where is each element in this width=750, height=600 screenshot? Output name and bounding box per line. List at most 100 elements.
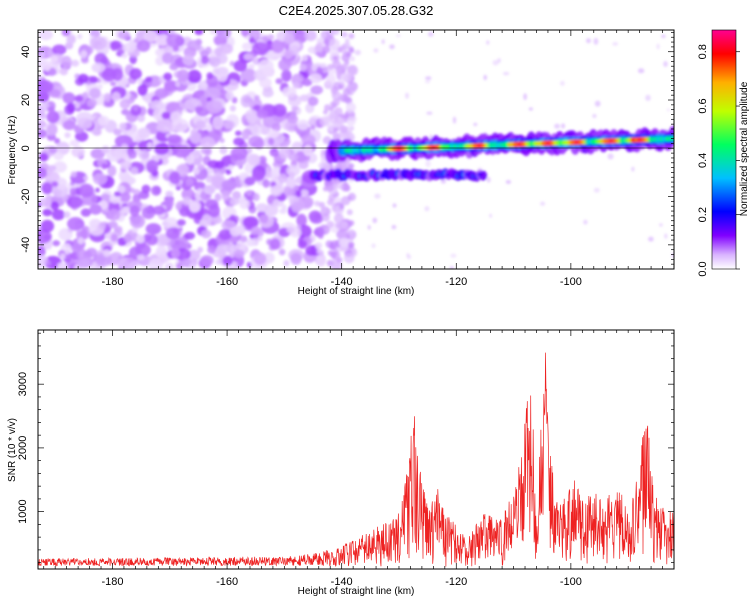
heatmap-cell <box>55 177 68 190</box>
heatmap-cell <box>153 233 170 247</box>
heatmap-cell <box>346 52 352 58</box>
heatmap-cell <box>287 94 302 107</box>
heatmap-cell <box>426 111 433 115</box>
heatmap-cell <box>327 64 334 71</box>
heatmap-cell <box>316 255 326 267</box>
heatmap-cell <box>318 201 325 209</box>
heatmap-cell <box>154 155 160 163</box>
heatmap-cell <box>283 49 293 59</box>
heatmap-peak-core <box>430 145 437 149</box>
heatmap-cell <box>228 164 234 171</box>
heatmap-cell <box>147 142 153 149</box>
heatmap-cell <box>150 185 162 196</box>
heatmap-cell <box>309 213 324 224</box>
heatmap-cell <box>119 122 127 130</box>
heatmap-cell <box>271 122 281 132</box>
heatmap-cell <box>256 109 269 119</box>
heatmap-cells <box>38 30 674 269</box>
heatmap-cell <box>333 55 337 60</box>
heatmap-cell <box>389 44 395 50</box>
heatmap-cell <box>162 52 174 64</box>
colorbar-ticks <box>736 51 740 270</box>
heatmap-cell <box>342 88 351 96</box>
heatmap-cell <box>177 69 190 82</box>
heatmap-cell <box>222 256 233 266</box>
heatmap-cell <box>248 30 261 40</box>
heatmap-cell <box>593 187 600 193</box>
snr-xtick-label-1: -160 <box>216 576 238 588</box>
heatmap-cell <box>42 208 53 217</box>
heatmap-cell <box>307 46 318 54</box>
heatmap-cell <box>612 42 619 46</box>
heatmap-cell <box>54 138 61 144</box>
heatmap-cell <box>122 42 136 53</box>
heatmap-cell <box>163 72 173 81</box>
heatmap-cell <box>197 246 204 253</box>
heatmap-cell <box>225 168 232 175</box>
heatmap-cell <box>631 166 635 172</box>
heatmap-cell <box>177 219 186 226</box>
heatmap-cell <box>46 123 58 136</box>
heatmap-cell <box>46 260 52 267</box>
heatmap-cell <box>53 151 64 161</box>
heatmap-cell <box>242 216 259 229</box>
heatmap-cell <box>229 214 236 221</box>
heatmap-cell <box>145 76 153 83</box>
heatmap-cell <box>69 187 77 196</box>
heatmap-cell <box>185 177 194 187</box>
heatmap-cell <box>264 203 279 217</box>
heatmap-cell <box>179 207 191 217</box>
heatmap-cell <box>150 100 164 111</box>
heatmap-cell <box>333 127 339 133</box>
heatmap-cell <box>141 184 151 194</box>
heatmap-cell <box>241 42 253 51</box>
heatmap-cell <box>138 149 150 160</box>
colorbar-tick-label-2: 0.4 <box>697 153 709 168</box>
heatmap-cell <box>216 30 232 39</box>
heatmap-cell <box>262 34 269 43</box>
heatmap-cell <box>305 245 318 256</box>
heatmap-cell <box>246 115 257 125</box>
heatmap-cell <box>229 226 242 237</box>
heatmap-cell <box>340 221 349 229</box>
colorbar: 0.0 0.2 0.4 0.6 0.8 Normalized spectral … <box>697 29 750 277</box>
heatmap-cell <box>110 81 117 87</box>
heatmap-xtick-label-2: -140 <box>331 276 353 288</box>
heatmap-cell <box>348 236 354 242</box>
heatmap-cell <box>339 247 344 252</box>
heatmap-peak-core <box>396 147 402 151</box>
heatmap-cell <box>304 30 317 42</box>
heatmap-cell <box>324 80 331 86</box>
heatmap-cell <box>57 264 68 269</box>
heatmap-cell <box>262 179 270 188</box>
heatmap-cell <box>395 34 401 38</box>
heatmap-cell <box>372 217 378 224</box>
heatmap-cell <box>89 36 107 50</box>
heatmap-cell <box>80 208 92 217</box>
heatmap-cell <box>341 63 349 70</box>
heatmap-cell <box>62 120 76 131</box>
heatmap-cell <box>77 117 93 130</box>
heatmap-cell <box>309 73 322 84</box>
heatmap-cell <box>167 134 181 144</box>
heatmap-cell <box>129 214 146 229</box>
heatmap-cell <box>373 48 379 53</box>
heatmap-cell <box>554 123 561 129</box>
heatmap-cell <box>333 213 344 224</box>
heatmap-cell <box>235 130 242 136</box>
heatmap-cell <box>108 221 118 229</box>
heatmap-cell <box>157 119 173 133</box>
heatmap-cell <box>129 205 140 217</box>
heatmap-cell <box>53 161 67 173</box>
heatmap-cell <box>320 206 331 217</box>
heatmap-cell <box>144 30 158 43</box>
heatmap-cell <box>66 102 76 114</box>
heatmap-cell <box>297 119 310 131</box>
heatmap-cell <box>561 123 565 129</box>
heatmap-cell <box>286 226 295 234</box>
heatmap-cell <box>251 170 265 182</box>
heatmap-cell <box>272 103 287 117</box>
heatmap-cell <box>235 241 247 250</box>
heatmap-cell <box>174 239 180 246</box>
snr-xtick-label-4: -100 <box>560 576 582 588</box>
